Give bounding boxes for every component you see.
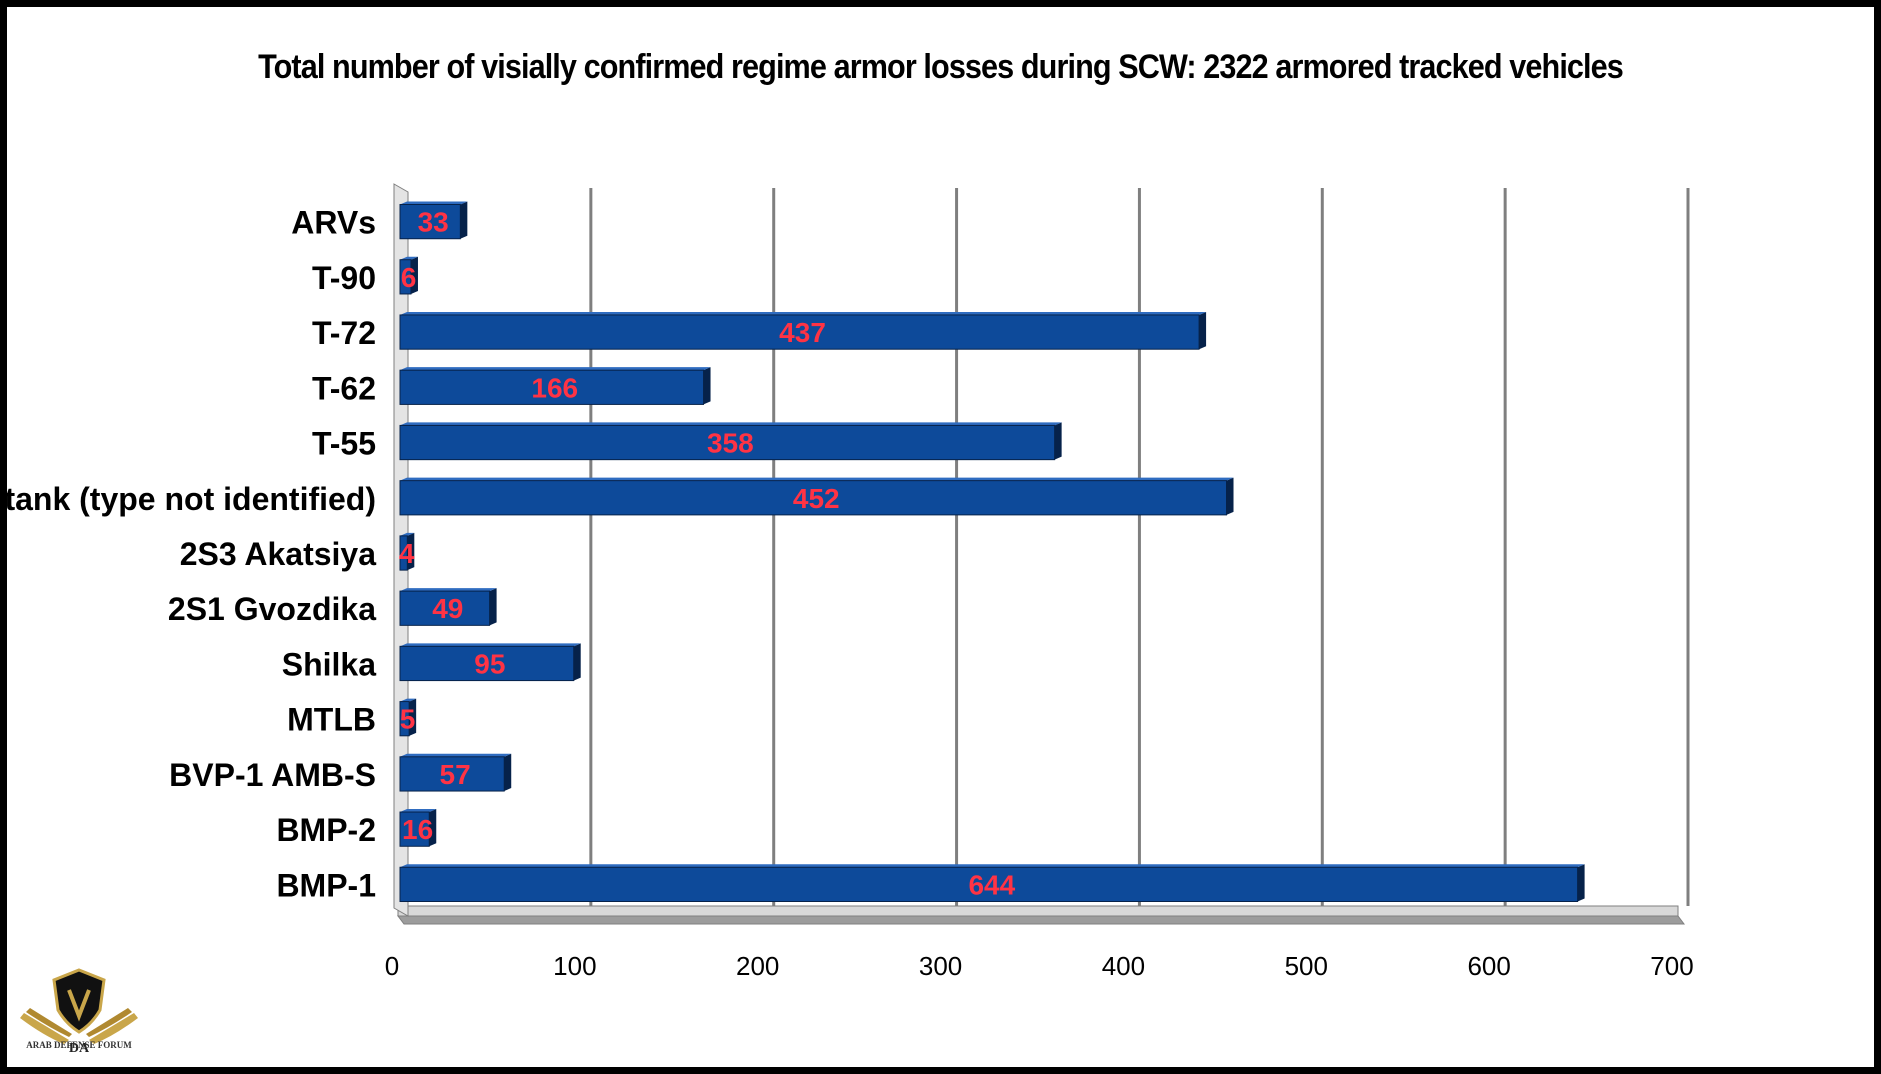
bar-side [429,809,437,847]
bar-top [400,311,1207,315]
data-label: 49 [432,593,463,624]
bar-bmp-2 [399,811,430,847]
data-label: 6 [401,262,417,293]
category-label: 2S3 Akatsiya [180,536,376,572]
bar-bvp-1-amb-s [399,756,505,792]
bar-t-90 [399,259,412,295]
bar-side [703,367,711,405]
bar-top [400,477,1234,481]
category-label: MTLB [287,702,376,738]
data-label: 644 [968,869,1015,900]
data-label: 358 [707,428,754,459]
bar-top [400,698,417,702]
bar-side [407,532,415,571]
bar-arvs [399,203,461,240]
bar-t-72 [399,314,1200,350]
category-label: T-62 [312,370,376,406]
data-label: 57 [440,759,471,790]
bar-2s1-gvozdika [399,590,491,626]
bar-top [400,532,415,536]
bar-top [400,588,497,592]
chart-floor [397,905,1679,917]
category-label: T-55 [312,426,376,462]
data-label: 16 [402,814,433,845]
bar-t-55 [399,424,1056,461]
category-label: T-90 [312,260,376,296]
x-tick-label: 0 [385,951,399,981]
category-label: T-72 [312,315,376,351]
data-label: 437 [779,317,826,348]
bar-side [1226,477,1234,515]
forum-logo-icon: DA [20,968,138,1056]
x-tick-label: 400 [1102,951,1145,981]
x-tick-label: 200 [736,951,779,981]
bar-top [400,201,468,205]
bar-top [400,753,512,757]
x-tick-label: 600 [1467,951,1510,981]
x-tick-label: 700 [1650,951,1693,981]
data-label: 452 [793,483,840,514]
bar-bmp-1 [399,866,1579,903]
bar-2s3-akatsiya [399,535,408,571]
category-label: BVP-1 AMB-S [169,757,376,793]
category-label: Shilka [282,646,376,682]
bar-top [400,643,581,647]
data-label: 5 [400,704,416,735]
chart-title: Total number of visially confirmed regim… [258,48,1624,86]
x-tick-label: 500 [1285,951,1328,981]
data-label: 33 [418,207,449,238]
data-label: 95 [474,648,505,679]
x-tick-label: 100 [553,951,596,981]
bar-side [409,698,417,736]
bar-top [400,422,1062,426]
bar-top [400,367,711,371]
category-label: 2S1 Gvozdika [168,591,376,627]
watermark-initials: DA [69,1041,90,1056]
bar-mtlb [399,701,410,737]
bar-tank-type-not-identified- [399,480,1228,516]
bar-t-62 [399,369,705,405]
bar-side [1199,311,1207,350]
bar-top [400,256,418,260]
data-label: 4 [399,538,415,569]
chart-floor-edge [397,915,1685,925]
data-label: 166 [531,372,578,403]
category-label: tank (type not identified) [4,481,376,517]
watermark-text: ARAB DEFENSE FORUM [26,1040,132,1050]
bar-side [1054,422,1062,460]
bar-side [1577,864,1585,902]
bar-top [400,809,437,813]
category-label: ARVs [291,205,376,241]
bar-side [460,201,468,239]
bar-top [400,864,1585,868]
bar-side [504,753,512,792]
bar-side [573,643,581,681]
bar-shilka [399,645,575,682]
bar-side [489,588,497,626]
category-label: BMP-2 [276,812,376,848]
x-tick-label: 300 [919,951,962,981]
category-label: BMP-1 [276,867,376,903]
bar-side [410,256,418,294]
